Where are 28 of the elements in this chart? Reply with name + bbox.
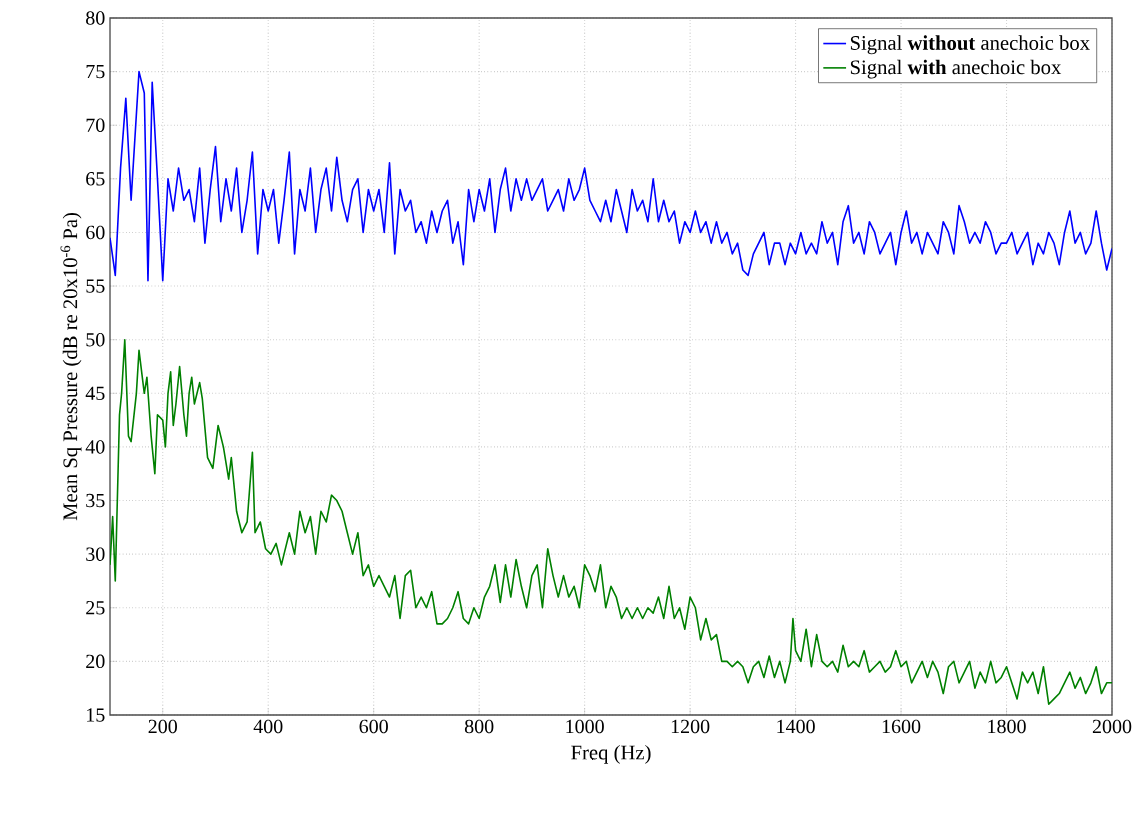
y-tick-label: 60 xyxy=(86,225,105,240)
x-tick-label: 600 xyxy=(359,719,388,734)
y-tick-label: 45 xyxy=(85,386,105,400)
x-tick-label: 1200 xyxy=(671,719,710,734)
x-tick-label: 200 xyxy=(148,719,177,734)
x-tick-label: 1000 xyxy=(566,719,604,734)
y-tick-label: 75 xyxy=(86,64,105,79)
y-tick-label: 30 xyxy=(86,547,105,561)
y-tick-label: 65 xyxy=(86,172,105,186)
y-tick-label: 35 xyxy=(86,493,105,508)
y-tick-label: 40 xyxy=(85,440,105,454)
x-tick-label: 800 xyxy=(464,719,494,734)
y-axis-title: Mean Sq Pressure (dB re 20x10$^{-6}$ Pa) xyxy=(60,212,82,521)
y-tick-label: 20 xyxy=(86,654,105,669)
x-tick-label: 2000 xyxy=(1092,719,1132,734)
x-tick-label: 400 xyxy=(253,719,283,734)
x-tick-label: 1600 xyxy=(882,719,921,734)
legend-label: Signal without anechoic box xyxy=(850,35,1090,55)
x-tick-label: 1800 xyxy=(988,719,1026,734)
y-tick-label: 80 xyxy=(86,11,105,25)
x-tick-label: 1400 xyxy=(777,719,815,734)
x-axis-title: Freq (Hz) xyxy=(571,745,651,764)
y-tick-label: 25 xyxy=(86,601,105,615)
y-tick-label: 70 xyxy=(86,118,105,132)
y-tick-label: 55 xyxy=(86,279,105,293)
y-tick-label: 15 xyxy=(87,708,105,722)
y-tick-label: 50 xyxy=(86,332,105,347)
legend-label: Signal with anechoic box xyxy=(850,59,1062,79)
